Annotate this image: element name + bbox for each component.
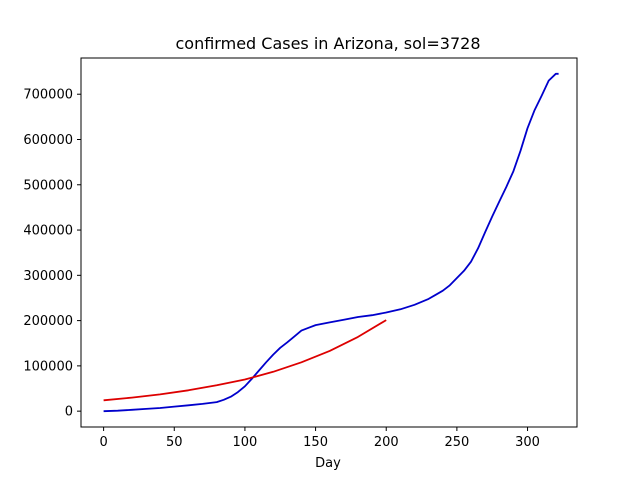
y-tick-label: 700000 — [23, 88, 73, 103]
plot-lines — [103, 72, 559, 413]
x-tick-label: 250 — [444, 435, 469, 450]
x-tick-label: 0 — [99, 435, 107, 450]
y-tick-label: 500000 — [23, 178, 73, 193]
x-tick-label: 150 — [303, 435, 328, 450]
y-tick-label: 100000 — [23, 359, 73, 374]
y-axis: 0 100000 200000 300000 400000 500000 600000 700… — [23, 88, 81, 420]
series-line-2 — [103, 319, 387, 402]
plot-frame — [80, 57, 578, 428]
x-axis-label: Day — [315, 456, 341, 471]
y-tick-label: 600000 — [23, 133, 73, 148]
x-axis: 0 50 100 150 200 250 300 — [99, 427, 540, 450]
x-tick-label: 100 — [233, 435, 258, 450]
x-tick-label: 200 — [374, 435, 399, 450]
x-tick-label: 300 — [515, 435, 540, 450]
y-tick-label: 400000 — [23, 224, 73, 239]
x-tick-label: 50 — [166, 435, 183, 450]
y-tick-label: 200000 — [23, 314, 73, 329]
chart-title: confirmed Cases in Arizona, sol=3728 — [176, 34, 481, 53]
y-tick-label: 300000 — [23, 269, 73, 284]
series-line-1 — [103, 72, 559, 413]
y-tick-label: 0 — [65, 405, 73, 420]
